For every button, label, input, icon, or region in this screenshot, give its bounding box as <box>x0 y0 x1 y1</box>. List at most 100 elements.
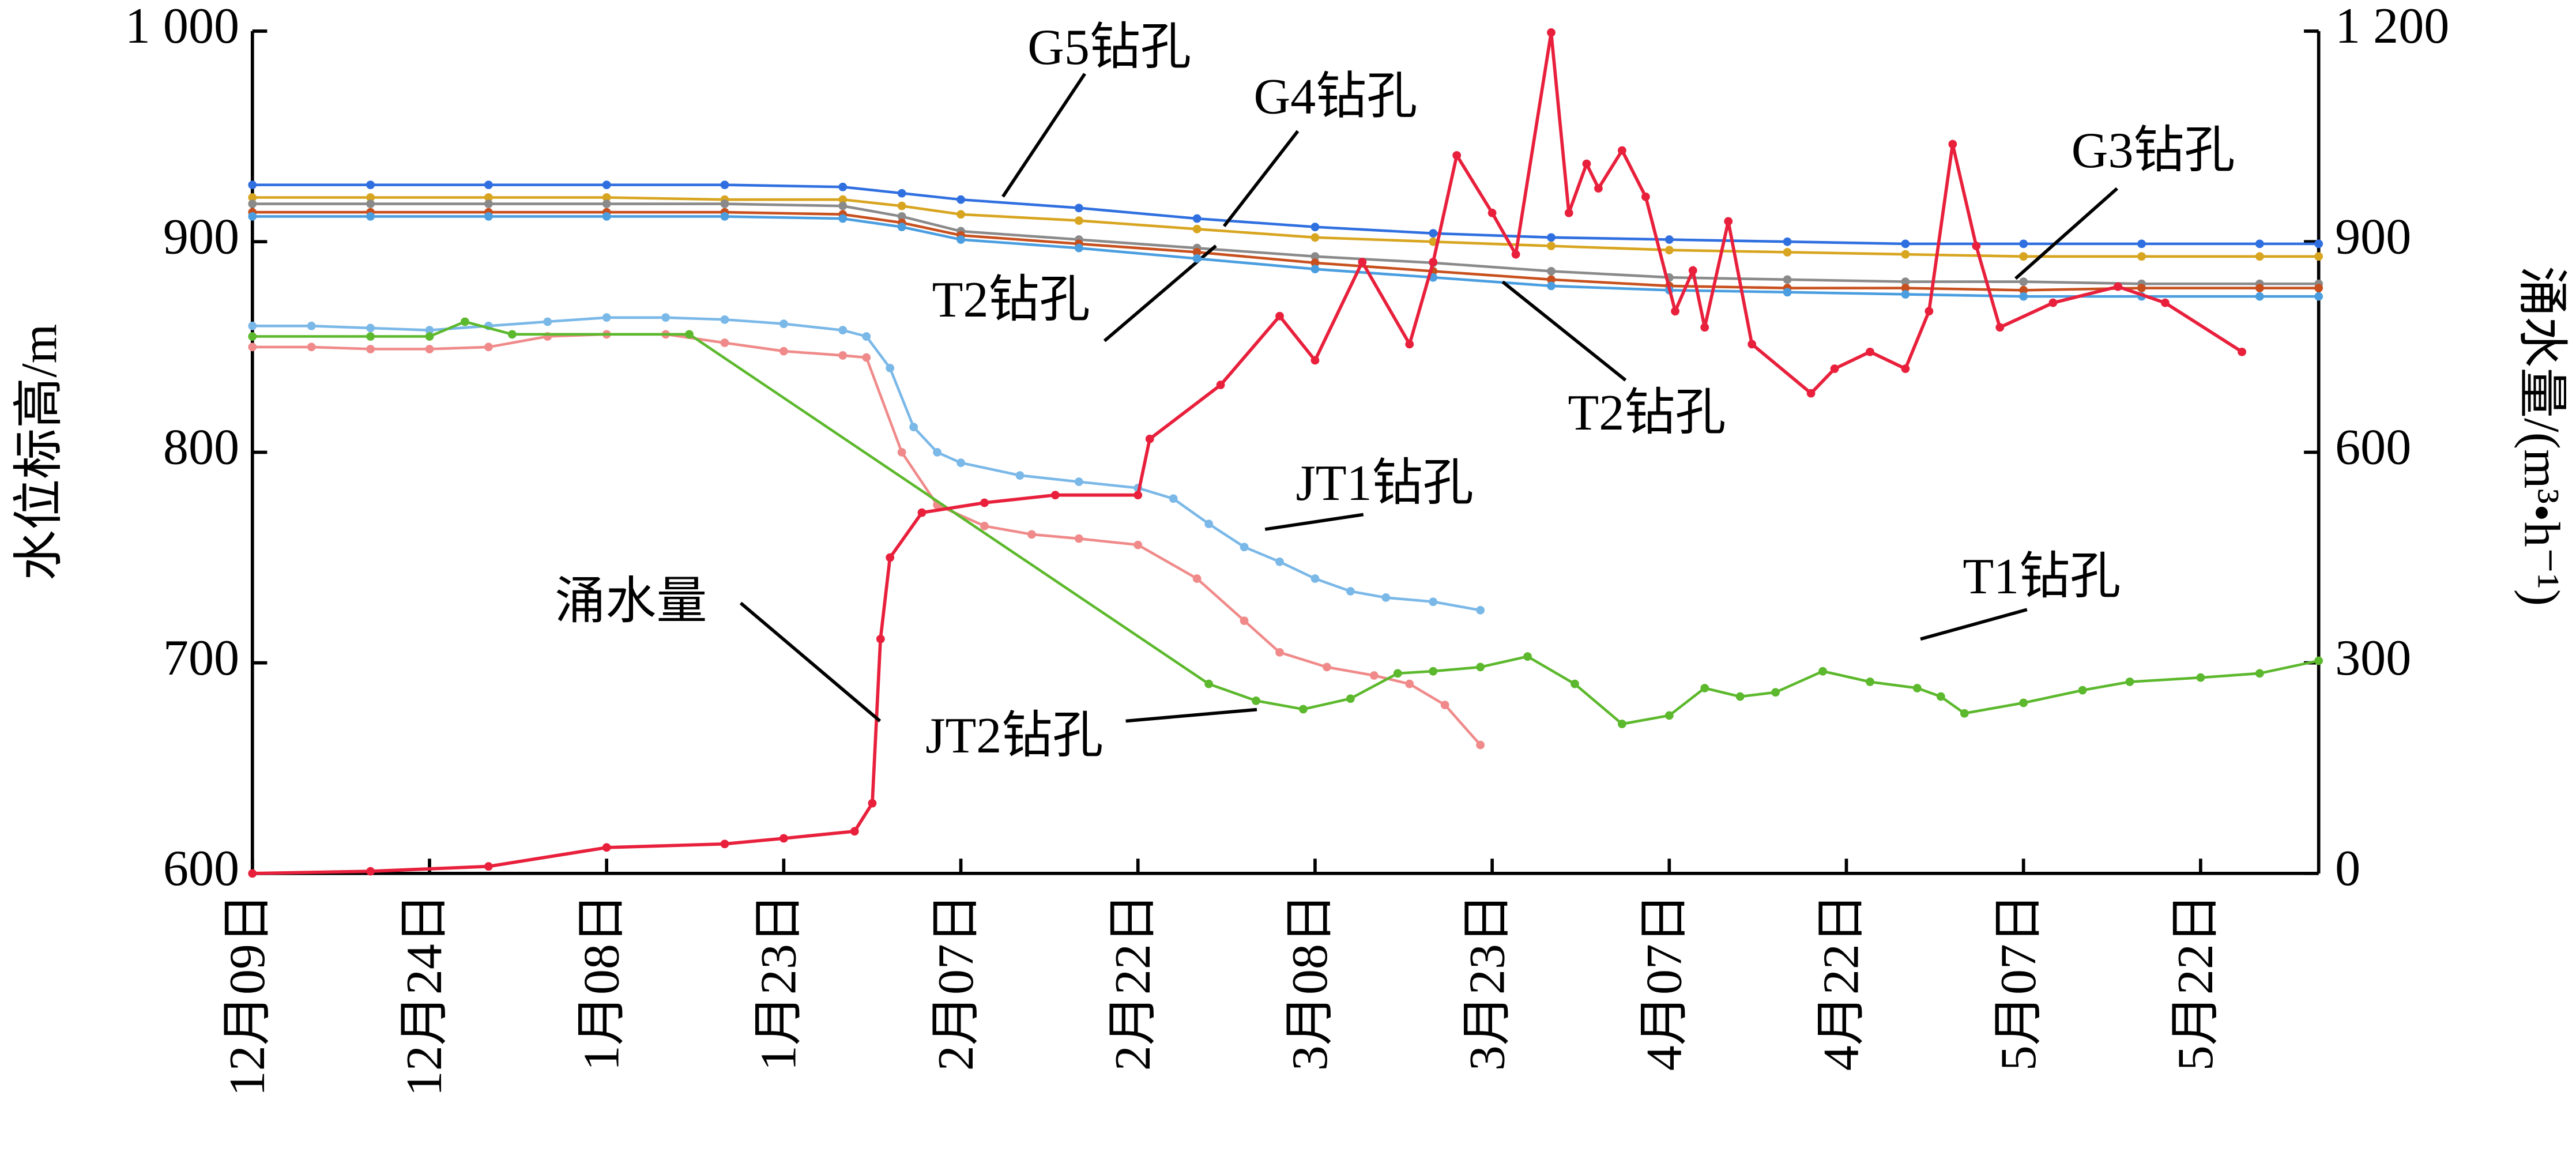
series-marker <box>838 326 848 334</box>
series-marker <box>1664 711 1674 720</box>
series-marker <box>1240 543 1249 552</box>
series-marker <box>543 317 552 326</box>
series-marker <box>366 867 375 876</box>
series-marker <box>917 508 927 517</box>
series-marker <box>720 212 729 221</box>
series-marker <box>838 182 848 191</box>
series-marker <box>2019 252 2028 261</box>
leader-line <box>1920 608 2028 641</box>
series-marker <box>602 313 611 322</box>
series-marker <box>1866 347 1874 356</box>
y-tick-label: 900 <box>163 208 239 265</box>
series-marker <box>685 330 694 339</box>
series-marker <box>980 498 989 507</box>
series-marker <box>248 332 257 341</box>
series-marker <box>1429 237 1438 246</box>
series-marker <box>2255 284 2264 292</box>
series-marker <box>956 210 965 219</box>
series-marker <box>1476 605 1485 615</box>
series-marker <box>484 862 493 871</box>
series-marker <box>1204 519 1214 528</box>
series-marker <box>1748 340 1757 349</box>
series-marker <box>1192 254 1202 263</box>
x-tick-label: 3月08日 <box>1282 893 1338 1071</box>
x-tick-label: 1月08日 <box>573 893 630 1071</box>
series-marker <box>2019 698 2028 707</box>
series-marker <box>366 199 375 208</box>
series-marker <box>1618 146 1626 155</box>
x-tick-label: 5月07日 <box>1990 893 2047 1071</box>
series-marker <box>484 199 493 208</box>
series-marker <box>1523 652 1532 661</box>
series-marker <box>1901 364 1910 373</box>
series-marker <box>1310 223 1320 232</box>
series-marker <box>2255 239 2264 249</box>
series-marker <box>1310 233 1320 242</box>
series-marker <box>1405 679 1414 688</box>
series-marker <box>1582 159 1591 168</box>
series-marker <box>1074 216 1083 225</box>
series-marker <box>1664 235 1674 244</box>
series-marker <box>1240 616 1249 625</box>
series-marker <box>1700 323 1709 332</box>
series-marker <box>1476 662 1485 672</box>
series-marker <box>980 521 989 530</box>
series-marker <box>1323 662 1331 672</box>
series-marker <box>1547 242 1556 250</box>
series-marker <box>425 345 434 353</box>
series-marker <box>1192 574 1202 583</box>
series-marker <box>1783 237 1792 246</box>
series-marker <box>886 553 895 562</box>
series-marker <box>484 342 493 352</box>
series-label: G3钻孔 <box>2072 122 2235 179</box>
series-marker <box>2314 252 2323 261</box>
series-marker <box>1145 434 1154 443</box>
series-marker <box>602 180 611 189</box>
series-label: T2钻孔 <box>932 272 1090 328</box>
leader-line <box>1222 130 1300 227</box>
leader-line <box>1264 513 1364 531</box>
series-marker <box>838 351 848 360</box>
series-marker <box>1771 688 1780 697</box>
x-tick-label: 3月23日 <box>1459 893 1515 1071</box>
series-marker <box>1901 239 1910 249</box>
series-marker <box>1783 288 1792 297</box>
series-marker <box>248 199 257 208</box>
series-marker <box>720 839 729 849</box>
series-marker <box>425 332 434 341</box>
series-marker <box>1912 684 1922 692</box>
series-marker <box>1429 229 1438 238</box>
series-line <box>252 320 2319 726</box>
series-marker <box>1901 250 1910 259</box>
series-marker <box>1252 696 1260 705</box>
x-tick-label: 5月22日 <box>2167 893 2224 1071</box>
series-marker <box>1310 258 1320 268</box>
series-marker <box>1192 214 1202 223</box>
series-marker <box>2125 677 2134 686</box>
series-marker <box>1487 208 1497 217</box>
leader-line <box>1125 707 1257 723</box>
series-marker <box>1299 705 1308 714</box>
series-marker <box>1948 140 1957 149</box>
series-label: G5钻孔 <box>1027 19 1191 76</box>
series-marker <box>956 195 965 204</box>
series-marker <box>2019 239 2028 249</box>
series-marker <box>1783 275 1792 284</box>
y-axis-label: 水位标高/m <box>11 324 67 581</box>
series-label: JT1钻孔 <box>1296 455 1474 511</box>
series-marker <box>838 214 848 223</box>
series-marker <box>2196 673 2205 682</box>
y2-tick-label: 600 <box>2335 419 2411 476</box>
series-label: T1钻孔 <box>1963 548 2121 605</box>
series-marker <box>1346 694 1355 703</box>
y-tick-label: 1 000 <box>125 0 239 54</box>
series-marker <box>1310 265 1320 274</box>
series-marker <box>838 201 848 210</box>
series-marker <box>1429 597 1438 607</box>
series-marker <box>909 423 918 431</box>
series-marker <box>1671 307 1679 316</box>
series-marker <box>1050 491 1060 500</box>
series-marker <box>1405 340 1414 349</box>
series-marker <box>779 319 788 329</box>
series-marker <box>2019 285 2028 295</box>
